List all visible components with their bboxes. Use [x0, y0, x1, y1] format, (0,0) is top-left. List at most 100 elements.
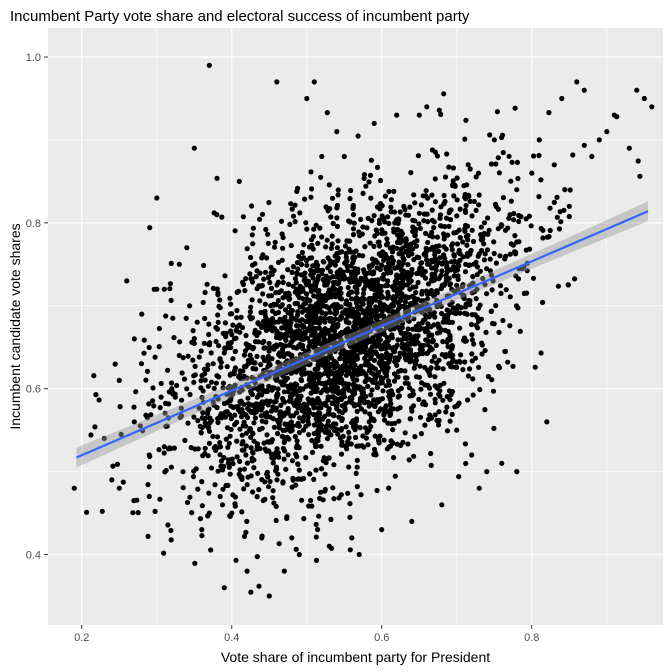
data-point: [462, 207, 468, 213]
data-point: [324, 110, 330, 116]
data-point: [339, 329, 345, 335]
data-point: [420, 401, 426, 407]
data-point: [253, 274, 259, 280]
data-point: [472, 312, 478, 318]
data-point: [275, 450, 281, 456]
data-point: [274, 430, 281, 437]
data-point: [166, 389, 172, 395]
regression-line: [76, 210, 649, 459]
data-point: [236, 178, 242, 184]
data-point: [358, 349, 364, 355]
data-point: [430, 276, 436, 282]
data-point: [369, 313, 375, 319]
data-point: [312, 306, 318, 313]
data-point: [334, 245, 340, 251]
data-point: [427, 246, 433, 252]
data-point: [304, 262, 310, 268]
data-point: [265, 231, 271, 237]
data-point: [396, 250, 403, 257]
data-point: [168, 260, 174, 266]
data-point: [292, 219, 298, 225]
data-point: [338, 395, 345, 401]
data-point: [404, 243, 410, 249]
data-point: [250, 489, 256, 495]
data-point: [302, 330, 308, 336]
data-point: [500, 195, 506, 201]
data-point: [380, 388, 386, 394]
data-point: [262, 411, 268, 417]
data-point: [441, 231, 447, 237]
data-point: [161, 450, 167, 456]
data-point: [172, 394, 178, 400]
data-point: [168, 445, 174, 452]
data-point: [378, 262, 385, 268]
data-point: [315, 410, 322, 416]
data-point: [342, 405, 348, 411]
data-point: [358, 216, 364, 222]
data-point: [392, 420, 398, 426]
data-point: [376, 398, 382, 404]
data-point: [259, 425, 265, 431]
data-point: [258, 361, 264, 368]
data-point: [303, 258, 310, 264]
data-point: [434, 234, 440, 240]
data-point: [293, 546, 299, 552]
data-point: [230, 461, 236, 467]
data-point: [394, 441, 400, 447]
data-point: [493, 260, 499, 266]
data-point: [364, 225, 370, 231]
data-point: [265, 474, 271, 480]
data-point: [201, 262, 207, 269]
data-point: [249, 232, 255, 238]
data-point: [441, 192, 447, 199]
data-point: [398, 330, 404, 336]
data-point: [293, 280, 299, 286]
data-point: [315, 405, 321, 411]
data-point: [457, 325, 463, 331]
data-point: [267, 344, 273, 350]
data-point: [354, 311, 360, 317]
data-point: [192, 363, 198, 369]
data-point: [357, 279, 363, 285]
data-point: [282, 427, 289, 433]
data-point: [334, 258, 340, 264]
data-point: [240, 279, 246, 285]
data-point: [297, 210, 303, 216]
data-point: [259, 392, 265, 398]
data-point: [416, 327, 422, 333]
data-point: [301, 475, 307, 482]
data-point: [581, 142, 587, 148]
data-point: [117, 404, 123, 410]
data-point: [330, 485, 336, 491]
data-point: [131, 404, 137, 410]
data-point: [360, 291, 367, 297]
data-point: [218, 359, 224, 365]
data-point: [322, 471, 328, 477]
data-point: [138, 361, 145, 367]
data-point: [502, 348, 508, 355]
data-point: [315, 526, 321, 533]
data-point: [307, 471, 313, 477]
x-tick-label: 0.4: [224, 632, 239, 644]
data-point: [217, 493, 223, 500]
data-point: [436, 409, 442, 415]
data-point: [266, 360, 272, 366]
data-point: [143, 377, 149, 383]
data-point: [405, 274, 411, 280]
data-point: [447, 281, 453, 287]
data-point: [468, 321, 475, 328]
data-point: [319, 309, 325, 315]
data-point: [506, 153, 512, 159]
data-point: [368, 263, 374, 269]
data-point: [446, 223, 452, 229]
data-point: [399, 337, 405, 343]
data-point: [461, 294, 467, 300]
data-point: [476, 192, 482, 198]
data-point: [526, 213, 533, 219]
data-point: [454, 241, 461, 247]
data-point: [236, 471, 242, 477]
data-point: [200, 415, 206, 421]
data-point: [446, 319, 452, 325]
data-point: [508, 241, 514, 247]
data-point: [206, 406, 212, 412]
